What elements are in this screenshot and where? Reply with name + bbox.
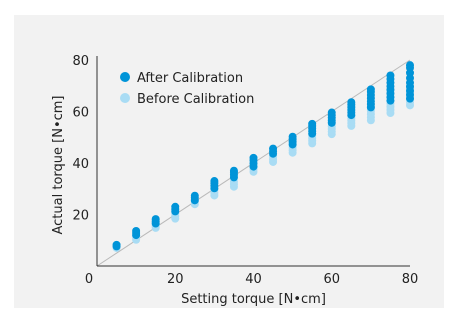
tick-labels: 20 40 60 80 20 40 60 80: [72, 54, 418, 287]
data-point-after: [132, 226, 141, 235]
data-point-after: [327, 108, 336, 117]
data-point-after: [288, 132, 297, 141]
data-point-after: [249, 153, 258, 162]
x-tick-label: 40: [245, 272, 262, 287]
data-point-after: [229, 166, 238, 175]
legend-label-before-calibration: Before Calibration: [137, 92, 254, 107]
data-point-after: [171, 202, 180, 211]
legend-label-after-calibration: After Calibration: [137, 71, 243, 86]
x-axis-label: Setting torque [N•cm]: [181, 292, 326, 307]
data-points: [112, 61, 414, 252]
y-tick-label: 20: [72, 209, 89, 224]
legend-marker-before-calibration: [120, 93, 130, 103]
x-tick-label: 60: [323, 272, 340, 287]
data-point-after: [269, 144, 278, 153]
y-tick-label: 40: [72, 157, 89, 172]
legend-marker-after-calibration: [120, 72, 130, 82]
data-point-after: [112, 240, 121, 249]
data-point-after: [210, 177, 219, 186]
data-point-after: [366, 85, 375, 94]
data-point-after: [190, 191, 199, 200]
origin-tick-label: 0: [85, 272, 93, 287]
y-axis-label: Actual torque [N•cm]: [51, 96, 66, 235]
chart-panel: [14, 15, 444, 308]
x-tick-label: 20: [167, 272, 184, 287]
y-tick-label: 60: [72, 106, 89, 121]
axes: [96, 56, 410, 267]
data-point-after: [406, 61, 414, 70]
data-point-after: [347, 98, 356, 107]
data-point-after: [151, 215, 160, 224]
x-tick-label: 80: [402, 272, 419, 287]
data-point-after: [308, 119, 317, 128]
y-tick-label: 80: [72, 54, 89, 69]
data-point-after: [386, 71, 395, 80]
legend: After Calibration Before Calibration: [120, 71, 254, 107]
